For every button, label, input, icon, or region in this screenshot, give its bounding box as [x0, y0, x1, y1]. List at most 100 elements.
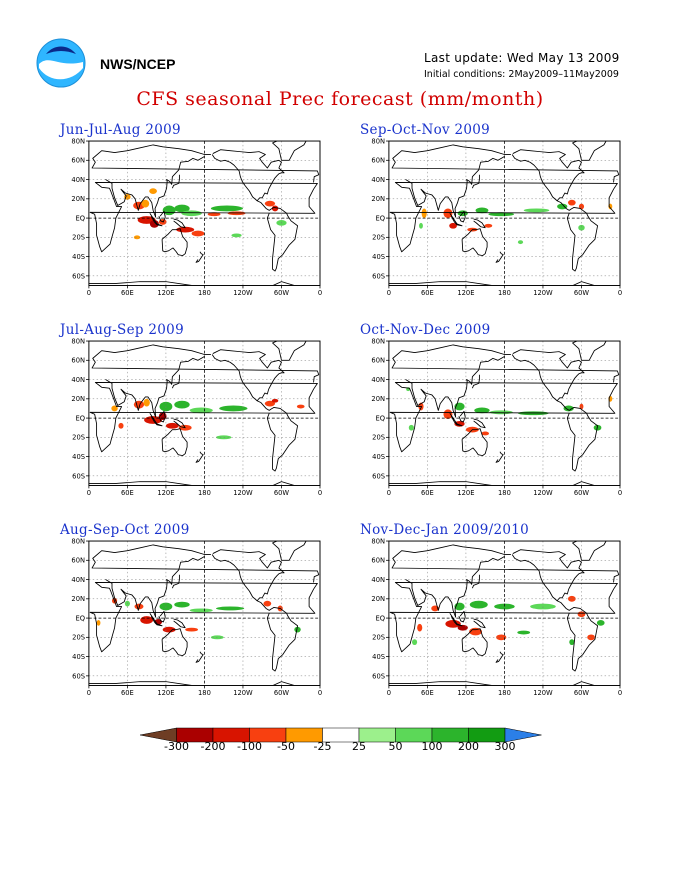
lat-label: 60S: [72, 272, 85, 280]
precip-anomaly-patch: [174, 601, 190, 608]
page-title: CFS seasonal Prec forecast (mm/month): [136, 88, 544, 110]
precip-anomaly-patch: [264, 200, 276, 207]
lat-label: EQ: [75, 614, 85, 622]
legend-swatch: [504, 727, 542, 743]
lon-label: 0: [618, 489, 622, 497]
precip-anomaly-patch: [263, 600, 272, 607]
precip-anomaly-patch: [568, 199, 576, 206]
panel-title-aso: Aug-Sep-Oct 2009: [60, 522, 190, 538]
map-panel-jja: 80N 60N 40N 20N EQ 20S 40S 60S 0 60E 120E 180 120W 60…: [71, 137, 322, 297]
precip-anomaly-patch: [494, 603, 515, 610]
lat-label: 20N: [71, 595, 85, 603]
precip-anomaly-patch: [149, 220, 159, 228]
precip-anomaly-patch: [185, 627, 199, 632]
lon-label: 120W: [233, 689, 253, 697]
map-panel-son: 80N 60N 40N 20N EQ 20S 40S 60S 0 60E 120E 180 120W 60…: [371, 137, 622, 297]
precip-anomaly-patch: [174, 204, 190, 213]
panel-title-ndj: Nov-Dec-Jan 2009/2010: [360, 522, 530, 538]
lat-label: 60S: [372, 272, 385, 280]
lat-label: 40N: [371, 576, 385, 584]
precip-anomaly-patch: [264, 400, 276, 407]
lat-label: 20S: [72, 634, 85, 642]
lon-label: 60W: [574, 689, 590, 697]
lat-label: 20S: [72, 434, 85, 442]
org-name: NWS/NCEP: [100, 56, 176, 72]
lat-label: 60N: [371, 357, 385, 365]
lat-label: 40N: [71, 176, 85, 184]
panel-title-son: Sep-Oct-Nov 2009: [360, 122, 491, 138]
lat-label: 60S: [372, 472, 385, 480]
lon-label: 120W: [533, 489, 553, 497]
panel-title-ond: Oct-Nov-Dec 2009: [360, 322, 491, 338]
lat-label: 20S: [372, 234, 385, 242]
lon-label: 0: [387, 689, 391, 697]
lon-label: 180: [198, 489, 211, 497]
precip-anomaly-patch: [517, 240, 524, 245]
lon-label: 0: [87, 689, 91, 697]
precip-anomaly-patch: [271, 205, 279, 212]
lat-label: 60N: [371, 557, 385, 565]
precip-anomaly-patch: [231, 233, 242, 238]
precip-anomaly-patch: [417, 623, 423, 632]
panel-title-jja: Jun-Jul-Aug 2009: [60, 122, 181, 138]
lon-label: 60W: [274, 289, 290, 297]
lat-label: 40N: [371, 176, 385, 184]
lon-label: 60W: [574, 289, 590, 297]
legend-label: 300: [494, 740, 516, 753]
legend-label: -100: [237, 740, 262, 753]
lon-label: 0: [87, 289, 91, 297]
lat-label: 80N: [71, 537, 85, 545]
lat-label: 80N: [71, 137, 85, 145]
lat-label: 20S: [372, 634, 385, 642]
precip-anomaly-patch: [189, 407, 213, 414]
precip-anomaly-patch: [216, 606, 245, 611]
noaa-logo-icon: [36, 38, 86, 88]
legend-label: 50: [388, 740, 403, 753]
precip-anomaly-patch: [181, 210, 202, 217]
lat-label: 60N: [71, 357, 85, 365]
precip-anomaly-patch: [421, 208, 427, 219]
lat-label: 40S: [372, 653, 385, 661]
precip-anomaly-patch: [577, 611, 586, 618]
lat-label: 60N: [371, 157, 385, 165]
precip-anomaly-patch: [219, 405, 248, 412]
lon-label: 60E: [421, 489, 434, 497]
precip-anomaly-patch: [191, 230, 205, 237]
lat-label: EQ: [375, 614, 385, 622]
precip-anomaly-patch: [517, 630, 531, 635]
precip-anomaly-patch: [569, 639, 575, 646]
lon-label: 180: [198, 689, 211, 697]
lat-label: 40S: [72, 453, 85, 461]
precip-anomaly-patch: [578, 224, 585, 231]
lon-label: 0: [318, 689, 322, 697]
precip-anomaly-patch: [271, 398, 279, 403]
legend-label: 25: [352, 740, 366, 753]
lon-label: 60W: [274, 489, 290, 497]
precip-anomaly-patch: [140, 616, 154, 624]
lat-label: 80N: [371, 337, 385, 345]
precip-anomaly-patch: [469, 600, 488, 609]
legend-label: -50: [277, 740, 295, 753]
lat-label: 40S: [72, 653, 85, 661]
precip-anomaly-patch: [294, 626, 301, 633]
precip-anomaly-patch: [133, 235, 141, 240]
initial-conditions: Initial conditions: 2May2009–11May2009: [424, 69, 619, 80]
lat-label: EQ: [75, 414, 85, 422]
lon-label: 120E: [457, 289, 474, 297]
precip-anomaly-patch: [475, 207, 489, 214]
lon-label: 0: [318, 289, 322, 297]
precip-anomaly-patch: [587, 634, 595, 641]
lat-label: 20N: [371, 595, 385, 603]
precip-anomaly-patch: [568, 595, 576, 602]
lon-label: 120W: [233, 489, 253, 497]
legend-label: 200: [458, 740, 479, 753]
precip-anomaly-patch: [111, 405, 118, 412]
precip-anomaly-patch: [149, 188, 157, 194]
lat-label: 20S: [72, 234, 85, 242]
precip-anomaly-patch: [96, 620, 101, 626]
lat-label: 20N: [71, 195, 85, 203]
precip-anomaly-patch: [143, 398, 150, 407]
lon-label: 60E: [121, 289, 134, 297]
panel-title-jas: Jul-Aug-Sep 2009: [60, 322, 184, 338]
map-panel-ond: 80N 60N 40N 20N EQ 20S 40S 60S 0 60E 120E 180 120W 60…: [371, 337, 622, 497]
